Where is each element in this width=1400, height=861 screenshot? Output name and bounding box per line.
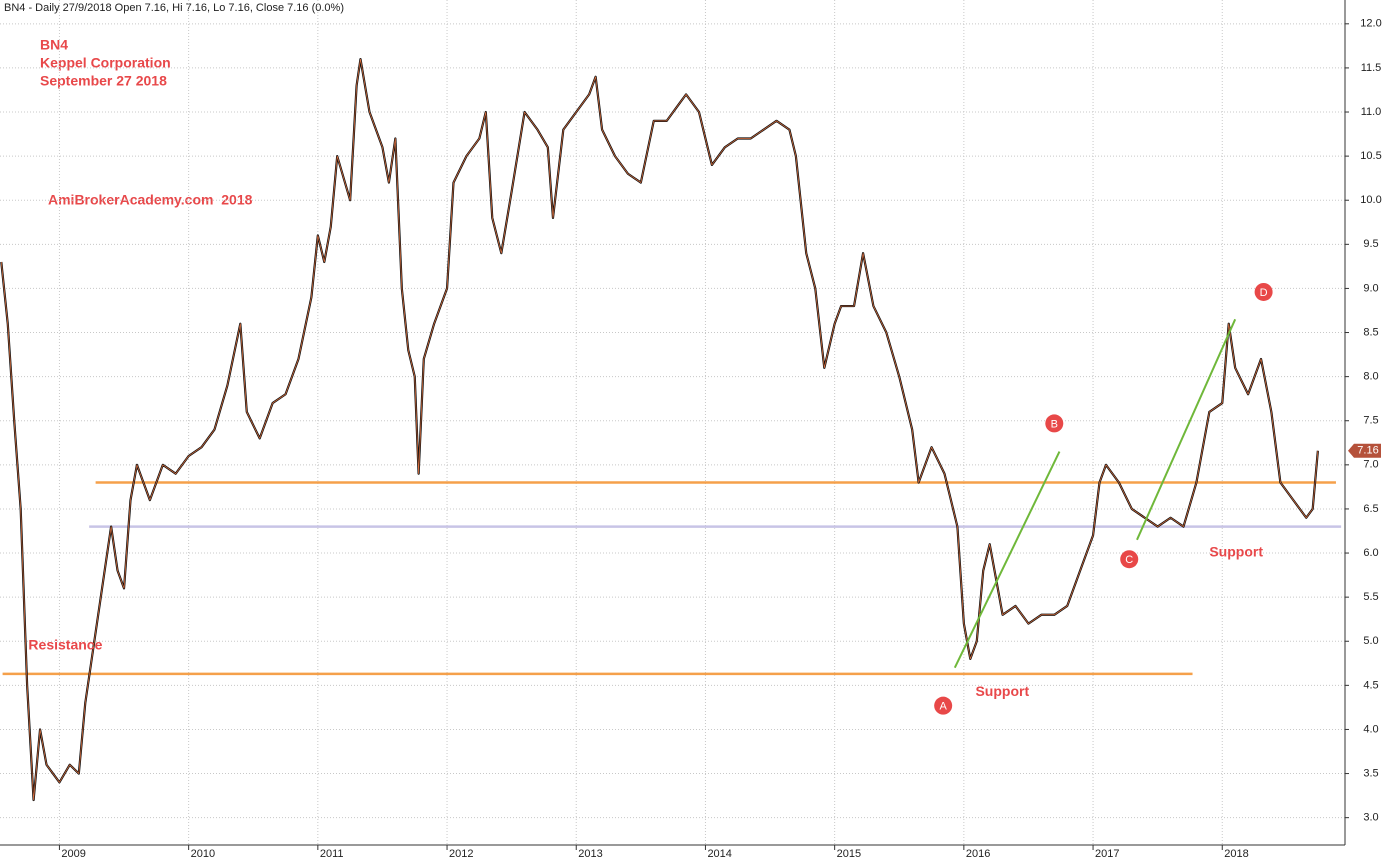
price-tag [1348,443,1381,458]
y-tick-label: 12.0 [1360,18,1381,30]
y-tick-label: 4.0 [1363,723,1378,735]
annotation: Support [975,683,1029,699]
x-tick-label: 2010 [191,848,215,860]
x-tick-label: 2018 [1224,848,1248,860]
point-marker [1120,550,1139,569]
y-tick-label: 4.5 [1363,679,1378,691]
y-tick-label: 10.0 [1360,194,1381,206]
y-tick-label: 8.5 [1363,326,1378,338]
point-label: B [1051,418,1058,430]
x-tick-label: 2014 [707,848,731,860]
y-tick-label: 5.5 [1363,591,1378,603]
y-tick-label: 11.5 [1361,62,1382,74]
y-tick-label: 6.5 [1363,503,1378,515]
y-tick-label: 7.5 [1363,415,1378,427]
point-label: D [1260,287,1268,299]
y-tick-label: 7.0 [1363,459,1378,471]
header: BN4 - Daily 27/9/2018 Open 7.16, Hi 7.16… [4,2,344,14]
x-tick-label: 2013 [578,848,602,860]
x-tick-label: 2017 [1095,848,1119,860]
x-tick-label: 2011 [320,848,344,860]
watermark: AmiBrokerAcademy.com 2018 [48,192,253,208]
point-marker [1045,414,1064,433]
annotation: Support [1209,544,1263,560]
point-label: C [1125,554,1133,566]
y-tick-label: 5.0 [1363,635,1378,647]
y-tick-label: 8.0 [1363,371,1378,383]
x-tick-label: 2009 [61,848,85,860]
y-tick-label: 6.0 [1363,547,1378,559]
point-marker [1254,282,1273,301]
price-line-highlight [0,58,1319,801]
y-tick-label: 9.5 [1363,238,1378,250]
title-line: BN4 [40,37,68,53]
x-tick-label: 2012 [449,848,473,860]
trend-line [953,451,1061,669]
y-tick-label: 3.0 [1363,812,1378,824]
y-tick-label: 9.0 [1363,282,1378,294]
annotation: Resistance [28,636,102,652]
y-tick-label: 3.5 [1363,767,1378,779]
trend-line [1136,318,1237,541]
title-line: September 27 2018 [40,73,167,89]
y-tick-label: 10.5 [1360,150,1381,162]
point-marker [934,696,953,715]
y-tick-label: 11.0 [1361,106,1382,118]
x-tick-label: 2015 [837,848,861,860]
price-tag-label: 7.16 [1357,445,1378,457]
point-label: A [940,701,948,713]
x-tick-label: 2016 [966,848,990,860]
title-line: Keppel Corporation [40,55,171,71]
